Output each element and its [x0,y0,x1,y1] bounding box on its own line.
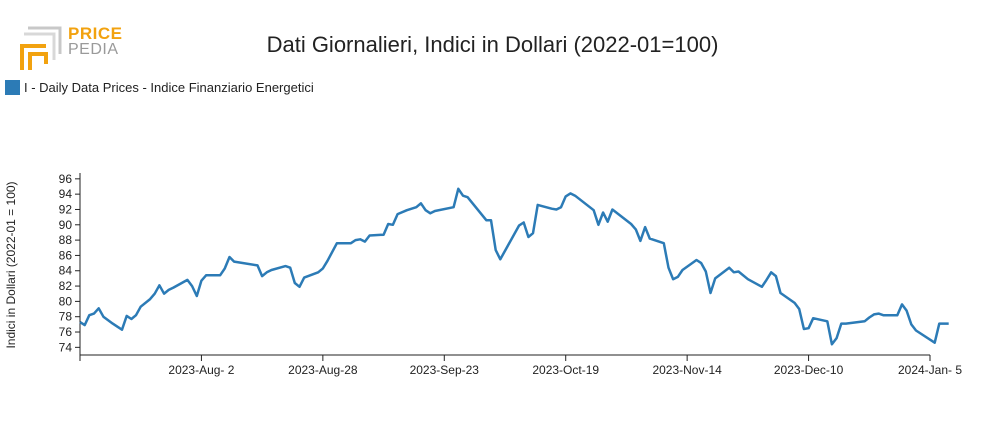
x-tick-label: 2023-Aug-28 [288,363,358,377]
legend[interactable]: I - Daily Data Prices - Indice Finanziar… [5,80,314,95]
y-tick-label: 78 [59,310,73,324]
y-tick-label: 88 [59,233,73,247]
chart-title: Dati Giornalieri, Indici in Dollari (202… [266,32,719,57]
plot-area [79,187,949,346]
y-tick-label: 84 [59,264,73,278]
y-tick-label: 96 [59,172,73,186]
y-tick-label: 86 [59,248,73,262]
y-tick-label: 76 [59,325,73,339]
logo-text-pedia: PEDIA [68,41,119,58]
y-tick-label: 80 [59,294,73,308]
legend-swatch [5,80,20,95]
y-tick-label: 82 [59,279,73,293]
y-axis-title: Indici in Dollari (2022-01 = 100) [4,181,18,348]
y-tick-label: 90 [59,218,73,232]
x-tick-label: 2023-Nov-14 [652,363,722,377]
x-tick-label: 2023-Dec-10 [774,363,844,377]
logo-text-price: PRICE [68,24,123,43]
pricepedia-logo: PRICE PEDIA [20,24,130,74]
x-tick-label: 2023-Sep-23 [410,363,480,377]
y-tick-label: 74 [59,340,73,354]
x-axis: 2023-Aug- 2 2023-Aug-28 2023-Sep-23 2023-Oc… [79,354,962,377]
x-tick-label: 2023-Oct-19 [532,363,599,377]
x-tick-label: 2024-Jan- 5 [898,363,962,377]
series-line [79,187,949,346]
logo-mark-icon [20,26,62,70]
legend-label: I - Daily Data Prices - Indice Finanziar… [24,80,314,95]
y-tick-label: 94 [59,187,73,201]
y-tick-label: 92 [59,202,73,216]
x-tick-label: 2023-Aug- 2 [168,363,234,377]
